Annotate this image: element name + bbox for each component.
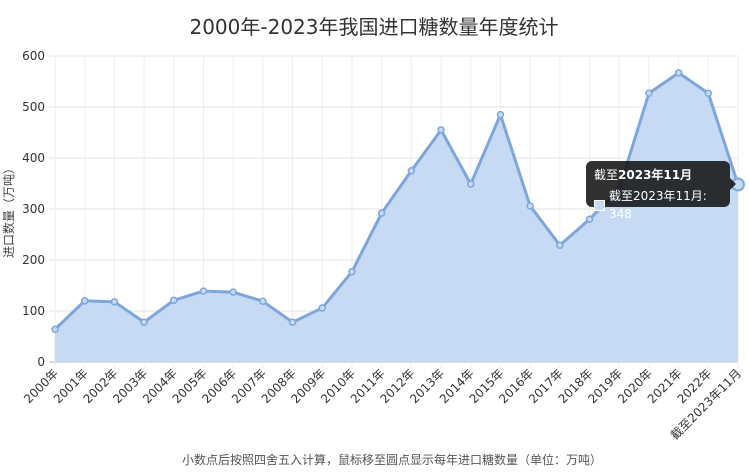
data-point[interactable] — [140, 318, 148, 326]
data-point[interactable] — [526, 202, 534, 210]
y-tick-label: 500 — [22, 100, 45, 114]
tooltip: 截至2023年11月 截至2023年11月: 348 — [586, 161, 736, 221]
data-point[interactable] — [556, 241, 564, 249]
data-point[interactable] — [704, 89, 713, 97]
tooltip-title-prefix: 截至 — [594, 168, 619, 182]
tooltip-title: 截至2023年11月 — [594, 166, 722, 184]
y-tick-label: 300 — [22, 202, 45, 216]
data-point[interactable] — [377, 209, 386, 217]
tooltip-title-bold: 2023年11月 — [618, 168, 693, 182]
data-point[interactable] — [80, 297, 89, 305]
footnote: 小数点后按照四舍五入计算，鼠标移至圆点显示每年进口糖数量（单位：万吨） — [182, 452, 602, 467]
y-tick-label: 0 — [37, 355, 45, 369]
data-point[interactable] — [585, 215, 594, 223]
data-point[interactable] — [437, 126, 445, 134]
data-point[interactable] — [496, 110, 505, 119]
data-point[interactable] — [170, 296, 178, 305]
x-axis-ticks: 2000年2001年2002年2003年2004年2005年2006年2007年… — [21, 366, 744, 442]
y-tick-label: 600 — [22, 49, 45, 63]
tooltip-arrow — [730, 178, 736, 190]
y-tick-label: 200 — [22, 253, 45, 267]
y-axis-label: 进口数量（万吨） — [1, 162, 16, 258]
data-point[interactable] — [407, 167, 416, 175]
chart-title: 2000年-2023年我国进口糖数量年度统计 — [189, 15, 558, 39]
tooltip-swatch — [594, 199, 605, 211]
tooltip-row-label: 截至2023年11月: 348 — [609, 189, 707, 221]
data-point[interactable] — [51, 325, 59, 334]
data-point[interactable] — [110, 298, 119, 306]
data-point[interactable] — [199, 287, 208, 295]
data-point[interactable] — [348, 267, 356, 276]
data-point[interactable] — [229, 288, 237, 296]
y-axis-ticks: 0 100 200 300 400 500 600 — [22, 49, 45, 369]
data-point[interactable] — [259, 297, 267, 306]
data-point[interactable] — [318, 304, 327, 312]
tooltip-row: 截至2023年11月: 348 — [594, 187, 722, 223]
y-tick-label: 400 — [22, 151, 45, 165]
series-area — [55, 72, 738, 362]
y-tick-label: 100 — [22, 304, 45, 318]
data-point[interactable] — [466, 180, 475, 188]
data-point[interactable] — [288, 318, 297, 326]
data-point[interactable] — [645, 89, 653, 97]
data-point[interactable] — [674, 69, 683, 77]
